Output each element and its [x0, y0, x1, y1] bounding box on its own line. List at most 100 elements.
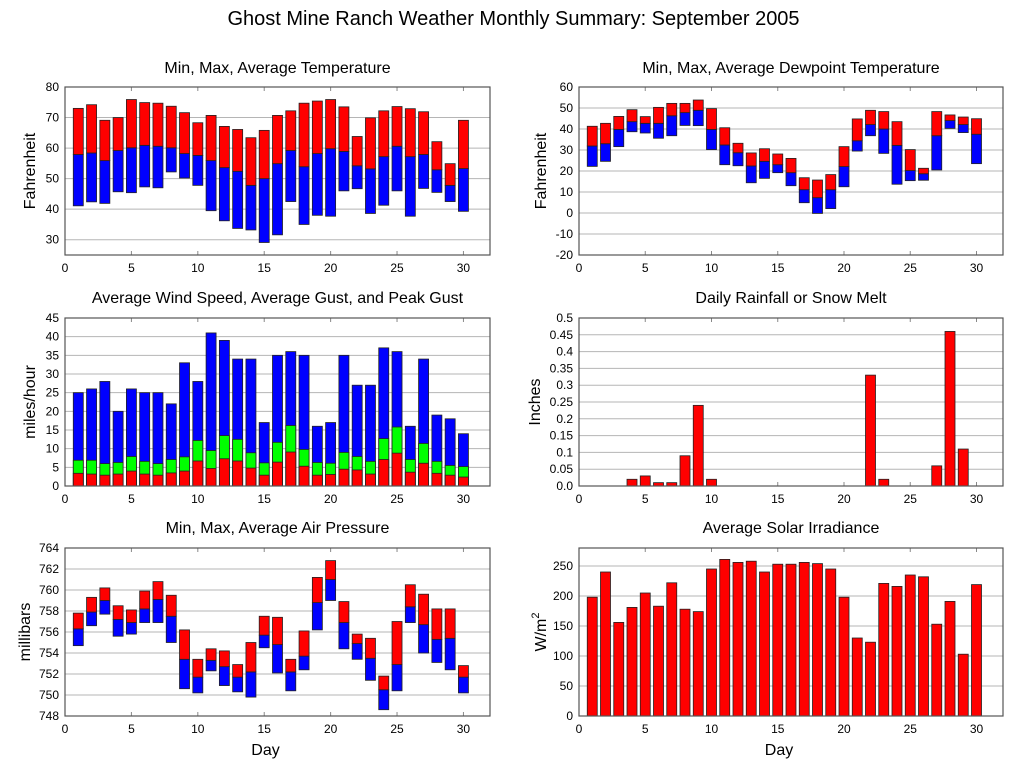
bar-avg-max: [418, 593, 429, 626]
chart-title: Average Wind Speed, Average Gust, and Pe…: [92, 290, 464, 307]
bar-avg-max: [639, 116, 651, 124]
bar-min-avg: [258, 178, 270, 243]
bar-avg-max: [692, 99, 704, 111]
bar-avg-max: [365, 117, 376, 170]
bar-avg-max: [444, 608, 456, 639]
bar-average-wind-speed: [444, 474, 456, 487]
bar: [957, 653, 969, 717]
x-tick-label: 0: [576, 722, 583, 736]
bar-average-wind-speed: [165, 472, 177, 487]
bar-average-wind-speed: [218, 458, 230, 487]
bar-avg-max: [218, 126, 230, 169]
bar-average-wind-speed: [72, 472, 84, 487]
bar-average-wind-speed: [351, 469, 363, 487]
bar-min-avg: [825, 189, 837, 209]
x-tick-label: 0: [576, 492, 583, 506]
bar-average-wind-speed: [285, 451, 297, 487]
bar-avg-max: [891, 121, 903, 146]
x-tick-label: 20: [837, 261, 851, 275]
bar-min-avg: [891, 144, 903, 185]
bar-min-avg: [311, 602, 323, 631]
bar-average-wind-speed: [378, 459, 390, 487]
bar-average-wind-speed: [325, 474, 337, 487]
y-tick-label: 0.25: [550, 395, 574, 409]
bar-min-avg: [285, 150, 297, 202]
bar-min-avg: [232, 676, 244, 693]
plot-frame: [578, 86, 1004, 256]
bar-avg-max: [798, 177, 810, 191]
bar: [613, 622, 625, 717]
bar-avg-max: [165, 105, 177, 149]
y-axis-label: Inches: [527, 378, 544, 425]
bar-min-avg: [72, 154, 84, 207]
bar-min-avg: [205, 659, 217, 672]
x-tick-label: 20: [837, 492, 851, 506]
bar: [600, 571, 611, 717]
y-tick-label: 756: [39, 625, 59, 639]
bar-avg-max: [311, 100, 323, 154]
y-tick-label: 10: [560, 185, 574, 199]
bar-avg-max: [86, 596, 97, 613]
bar: [825, 568, 837, 717]
bar-average-wind-speed: [458, 476, 469, 487]
y-tick-label: 250: [553, 559, 573, 573]
bar-avg-max: [72, 612, 84, 630]
bar-average-wind-speed: [152, 474, 164, 487]
plot-frame: [64, 317, 491, 487]
bar-min-avg: [218, 666, 230, 686]
y-axis-label: Fahrenheit: [533, 132, 550, 209]
bar-avg-max: [944, 114, 956, 122]
x-tick-label: 10: [191, 492, 205, 506]
y-tick-label: 50: [560, 101, 574, 115]
bar-avg-max: [126, 99, 137, 149]
x-tick-label: 30: [457, 261, 471, 275]
bar: [891, 586, 903, 717]
bar-min-avg: [258, 634, 270, 649]
bar-min-avg: [192, 155, 204, 186]
bar-min-avg: [86, 152, 97, 203]
y-tick-label: -10: [556, 227, 574, 241]
y-tick-label: 15: [46, 423, 60, 437]
bar-avg-max: [613, 116, 625, 130]
bar: [653, 605, 664, 717]
y-tick-label: 0: [566, 709, 573, 723]
bar-average-wind-speed: [192, 460, 204, 487]
bar-avg-max: [759, 148, 770, 162]
x-tick-label: 10: [191, 722, 205, 736]
y-tick-label: 40: [560, 122, 574, 136]
bar-min-avg: [639, 122, 651, 134]
x-tick-label: 15: [771, 722, 785, 736]
bar-min-avg: [418, 624, 429, 654]
plot-frame: [64, 86, 491, 256]
y-tick-label: 30: [46, 367, 60, 381]
bar-average-wind-speed: [139, 473, 151, 487]
x-axis-label: Day: [251, 742, 279, 759]
y-axis-label: millibars: [17, 603, 34, 662]
bar-min-avg: [152, 599, 164, 623]
bar-average-wind-speed: [205, 468, 217, 487]
bar-min-avg: [245, 184, 257, 231]
bar-min-avg: [351, 643, 363, 660]
bar-min-avg: [99, 160, 111, 204]
bar-average-wind-speed: [272, 461, 283, 487]
y-axis-label: W/m2: [530, 613, 550, 652]
y-tick-label: 750: [39, 688, 59, 702]
bar-avg-max: [218, 650, 230, 668]
bar-avg-max: [865, 109, 876, 125]
bar-avg-max: [600, 122, 611, 145]
bar-min-avg: [613, 129, 625, 148]
y-tick-label: 0.1: [556, 445, 573, 459]
bar-min-avg: [653, 122, 664, 139]
bar: [785, 563, 797, 717]
bar-average-wind-speed: [232, 460, 244, 487]
bar-min-avg: [957, 124, 969, 133]
bar-min-avg: [165, 615, 177, 643]
bar: [918, 576, 929, 717]
bar-min-avg: [165, 147, 177, 173]
bar-avg-max: [232, 129, 244, 172]
x-tick-label: 25: [390, 492, 404, 506]
chart-title: Min, Max, Average Temperature: [164, 60, 390, 77]
bar-min-avg: [139, 608, 151, 623]
bar-avg-max: [245, 642, 257, 673]
